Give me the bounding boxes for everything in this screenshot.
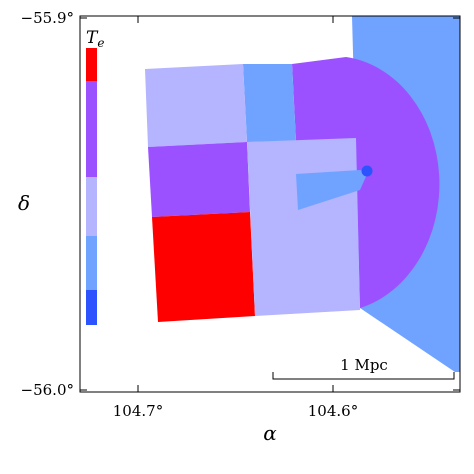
x-tick-label-0: 104.7° [113, 402, 163, 420]
region-violet-left [148, 142, 250, 217]
region-violet-arc [292, 57, 440, 308]
x-ticks [137, 16, 334, 392]
colorbar-swatch-1 [86, 81, 97, 177]
scale-bar-label: 1 Mpc [340, 356, 388, 374]
colorbar-swatch-0 [86, 48, 97, 81]
region-blue-inner [296, 170, 368, 210]
colorbar-swatch-3 [86, 236, 97, 290]
map-regions [145, 16, 460, 372]
y-tick-label-0: −55.9° [21, 9, 74, 27]
region-blue-top [243, 64, 296, 142]
scale-bar: 1 Mpc [272, 356, 455, 380]
scale-bar-line [272, 372, 455, 380]
y-tick-label-1: −56.0° [21, 381, 74, 399]
y-axis-label: δ [18, 191, 30, 215]
x-tick-label-1: 104.6° [308, 402, 358, 420]
region-lavender-center [247, 138, 360, 316]
y-ticks [80, 17, 460, 391]
x-axis-label: α [263, 421, 277, 445]
colorbar-swatch-4 [86, 290, 97, 325]
colorbar: Te [86, 28, 104, 325]
region-lavender-top-left [145, 64, 247, 147]
colorbar-title: Te [86, 28, 104, 50]
marker-point [361, 165, 373, 177]
region-red [152, 212, 255, 322]
colorbar-swatch-2 [86, 177, 97, 236]
plot-frame [79, 15, 461, 393]
